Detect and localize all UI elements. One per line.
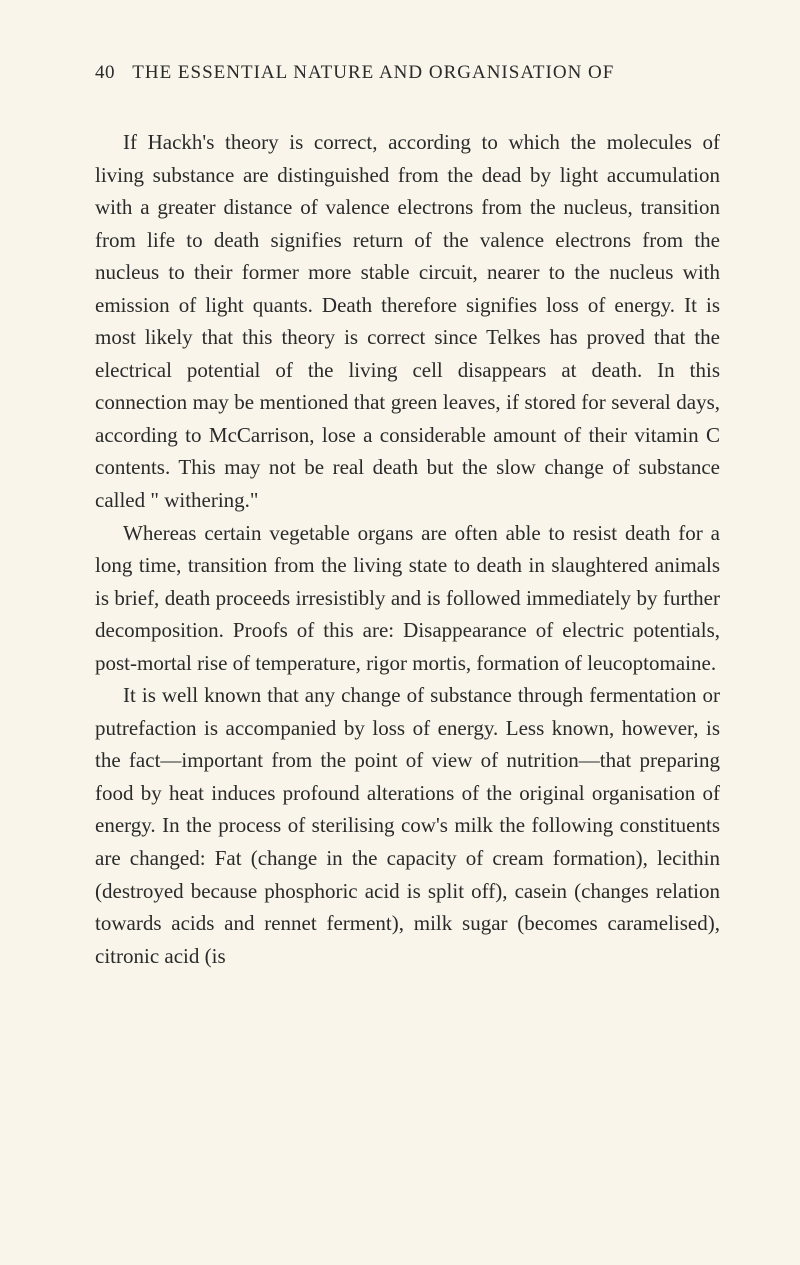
body-text: If Hackh's theory is correct, according … [95, 126, 720, 972]
paragraph-2: Whereas certain vegetable organs are oft… [95, 517, 720, 680]
page-number: 40 [95, 62, 115, 83]
page-header: 40 THE ESSENTIAL NATURE AND ORGANISATION… [95, 62, 720, 84]
header-title: THE ESSENTIAL NATURE AND ORGANISATION OF [132, 62, 614, 83]
paragraph-1: If Hackh's theory is correct, according … [95, 126, 720, 517]
paragraph-3: It is well known that any change of subs… [95, 679, 720, 972]
